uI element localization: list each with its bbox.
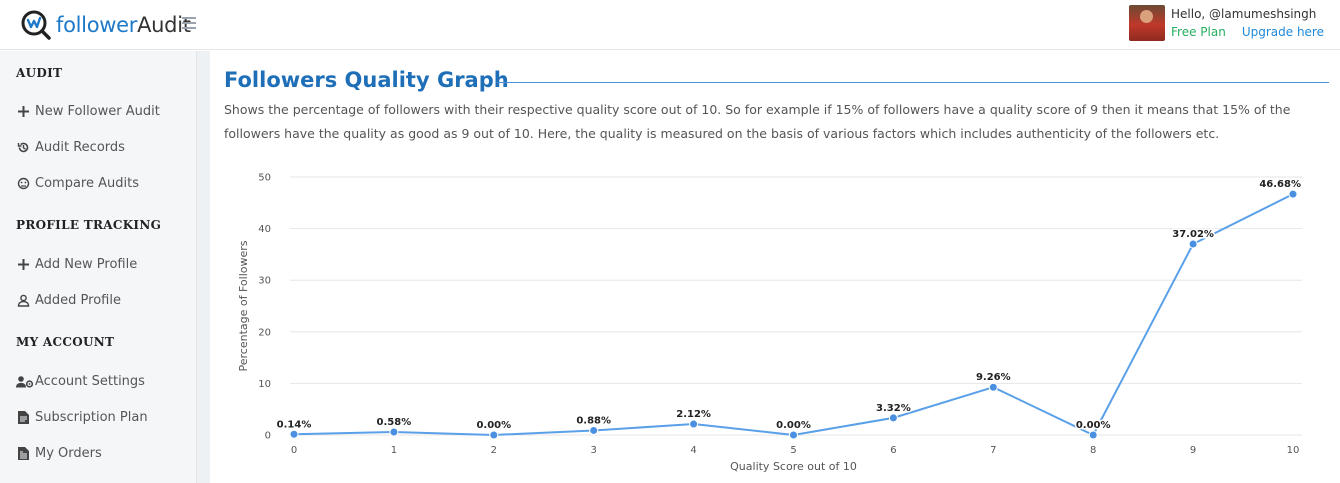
- menu-toggle-icon[interactable]: [182, 17, 196, 29]
- sidebar-item-my-orders[interactable]: My Orders: [16, 446, 102, 461]
- page-title: Followers Quality Graph: [224, 68, 509, 92]
- sidebar-item-subscription-plan[interactable]: Subscription Plan: [16, 410, 148, 425]
- y-tick-label: 10: [258, 379, 271, 390]
- sidebar-item-added-profile[interactable]: Added Profile: [16, 293, 121, 308]
- data-point: [589, 425, 599, 435]
- data-label: 3.32%: [876, 403, 911, 414]
- data-point: [1288, 189, 1298, 199]
- sidebar-section-my-account: MY ACCOUNT: [16, 335, 115, 349]
- data-label: 0.00%: [1076, 420, 1111, 431]
- sidebar-section-audit: AUDIT: [16, 66, 63, 80]
- data-point: [888, 413, 898, 423]
- y-tick-label: 30: [258, 276, 271, 287]
- logo-text-follower: follower: [56, 13, 138, 37]
- sidebar-item-audit-records[interactable]: Audit Records: [16, 140, 125, 155]
- x-tick-label: 9: [1190, 445, 1196, 456]
- sidebar-item-label: Audit Records: [35, 140, 125, 155]
- plan-badge: Free Plan: [1171, 25, 1226, 39]
- data-point: [489, 430, 499, 440]
- x-tick-label: 1: [391, 445, 397, 456]
- logo-text: followerAudit: [56, 13, 191, 37]
- logo-text-audit: Audit: [137, 13, 191, 37]
- sidebar-item-label: Add New Profile: [35, 257, 138, 272]
- plus-icon: [16, 105, 30, 119]
- x-tick-label: 5: [790, 445, 796, 456]
- app-logo[interactable]: followerAudit: [20, 8, 191, 42]
- plus-icon: [16, 258, 30, 272]
- data-label: 37.02%: [1172, 229, 1214, 240]
- x-tick-label: 0: [291, 445, 297, 456]
- data-label: 0.00%: [476, 420, 511, 431]
- data-point: [789, 430, 798, 440]
- x-tick-label: 10: [1287, 445, 1300, 456]
- y-axis-title: Percentage of Followers: [237, 240, 250, 371]
- sidebar-section-profile-tracking: PROFILE TRACKING: [16, 218, 162, 232]
- sidebar: AUDIT New Follower Audit Audit Records C…: [0, 51, 197, 483]
- sidebar-item-add-new-profile[interactable]: Add New Profile: [16, 257, 137, 272]
- y-tick-label: 50: [258, 173, 271, 184]
- top-bar: followerAudit Hello, @lamumeshsingh Free…: [0, 0, 1340, 50]
- data-label: 0.00%: [776, 420, 811, 431]
- x-tick-label: 6: [890, 445, 896, 456]
- avatar[interactable]: [1129, 5, 1166, 41]
- data-point: [1088, 430, 1098, 440]
- user-greeting: Hello, @lamumeshsingh: [1171, 7, 1317, 21]
- data-point: [988, 382, 998, 392]
- user-gear-icon: [16, 375, 34, 389]
- x-tick-label: 7: [990, 445, 996, 456]
- y-tick-label: 20: [258, 327, 271, 338]
- page-description: Shows the percentage of followers with t…: [224, 102, 1291, 141]
- data-point: [1188, 239, 1198, 249]
- x-tick-label: 3: [591, 445, 597, 456]
- sidebar-item-label: Added Profile: [35, 293, 121, 308]
- followers-quality-chart: 0 10 20 30 40 50 0 1 2 3 4 5 6 7 8 9 10 Quality Score out…: [237, 173, 1303, 474]
- data-label: 0.58%: [377, 417, 412, 428]
- sidebar-gutter: [197, 51, 210, 483]
- user-icon: [16, 294, 30, 308]
- title-divider: [497, 82, 1329, 83]
- data-label: 2.12%: [676, 409, 711, 420]
- document-icon: [16, 411, 30, 425]
- data-point: [689, 419, 699, 429]
- user-panel: Hello, @lamumeshsingh Free Plan Upgrade …: [1129, 5, 1324, 41]
- sidebar-item-label: My Orders: [35, 446, 102, 461]
- data-label: 9.26%: [976, 372, 1011, 383]
- logo-magnifier-icon: [21, 10, 51, 40]
- y-tick-label: 0: [265, 431, 271, 442]
- data-label: 0.14%: [277, 419, 312, 430]
- x-tick-label: 2: [491, 445, 497, 456]
- data-point: [389, 427, 399, 437]
- sidebar-item-label: New Follower Audit: [35, 104, 160, 119]
- data-point: [289, 429, 299, 439]
- sidebar-item-label: Subscription Plan: [35, 410, 148, 425]
- x-tick-label: 8: [1090, 445, 1096, 456]
- sidebar-item-compare-audits[interactable]: Compare Audits: [16, 176, 139, 191]
- sidebar-item-account-settings[interactable]: Account Settings: [16, 374, 145, 389]
- y-tick-label: 40: [258, 224, 271, 235]
- sidebar-item-label: Account Settings: [35, 374, 145, 389]
- history-icon: [16, 141, 30, 155]
- x-axis-title: Quality Score out of 10: [730, 460, 857, 473]
- x-tick-label: 4: [690, 445, 696, 456]
- data-label: 46.68%: [1259, 179, 1301, 190]
- data-label: 0.88%: [576, 415, 611, 426]
- compare-icon: [16, 177, 30, 191]
- series-line: [293, 193, 1294, 437]
- invoice-icon: [16, 447, 30, 461]
- upgrade-link[interactable]: Upgrade here: [1241, 25, 1324, 39]
- sidebar-item-new-follower-audit[interactable]: New Follower Audit: [16, 104, 160, 119]
- sidebar-item-label: Compare Audits: [35, 176, 139, 191]
